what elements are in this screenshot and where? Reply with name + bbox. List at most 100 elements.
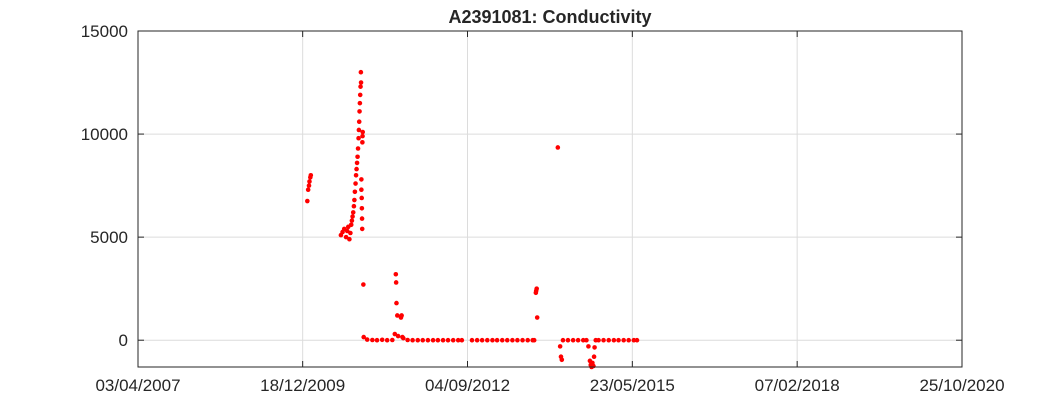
data-point	[356, 119, 362, 124]
data-point	[525, 337, 531, 343]
data-point	[601, 337, 606, 343]
data-point	[305, 198, 310, 204]
y-tick-label: 5000	[90, 228, 128, 247]
data-point	[390, 337, 395, 343]
data-point	[308, 172, 314, 178]
data-point	[370, 337, 375, 343]
data-point	[347, 236, 352, 242]
data-point	[351, 203, 357, 209]
data-point	[435, 337, 441, 343]
data-point	[490, 337, 495, 343]
data-point	[352, 189, 358, 195]
data-point	[591, 363, 596, 369]
data-point	[358, 84, 363, 89]
data-point	[384, 337, 390, 343]
data-point	[393, 280, 399, 285]
tick-labels: 03/04/2007 18/12/2009 04/09/2012 23/05/2015…	[81, 22, 1005, 395]
data-point	[306, 183, 312, 188]
data-point	[520, 337, 525, 343]
data-point	[631, 337, 637, 343]
data-point	[348, 222, 354, 228]
data-point	[425, 337, 431, 343]
data-point	[616, 337, 621, 343]
data-point	[359, 195, 365, 201]
x-tick-label: 03/04/2007	[95, 376, 180, 395]
data-point	[565, 337, 571, 343]
y-tick-label: 0	[119, 331, 128, 350]
data-point	[350, 210, 356, 215]
data-point	[353, 181, 358, 186]
data-point	[415, 337, 421, 343]
data-point	[455, 337, 461, 343]
data-point	[361, 282, 366, 287]
data-point	[379, 337, 385, 343]
data-point	[357, 100, 363, 106]
data-point	[394, 300, 399, 306]
data-point	[361, 334, 367, 340]
data-point	[479, 337, 485, 343]
data-point	[580, 337, 586, 343]
data-point	[575, 337, 581, 343]
x-tick-label: 04/09/2012	[425, 376, 510, 395]
data-point	[358, 69, 364, 75]
data-point	[430, 337, 436, 343]
data-point	[440, 337, 446, 343]
y-tick-label: 10000	[81, 125, 128, 144]
data-point	[405, 337, 410, 343]
data-point	[484, 337, 490, 343]
x-tick-label: 25/10/2020	[919, 376, 1004, 395]
data-point	[611, 337, 617, 343]
data-point	[499, 337, 505, 343]
data-point	[355, 146, 361, 151]
data-point	[357, 92, 363, 98]
data-point	[621, 337, 626, 343]
data-point	[374, 337, 380, 343]
data-point	[510, 337, 515, 343]
data-point	[410, 337, 415, 343]
data-point	[626, 337, 631, 343]
data-point	[534, 315, 540, 320]
data-point	[364, 337, 370, 342]
data-point	[343, 234, 349, 240]
data-point	[359, 177, 364, 182]
data-point	[531, 337, 537, 343]
data-point	[305, 187, 311, 193]
data-points	[305, 69, 640, 370]
x-tick-label: 07/02/2018	[755, 376, 840, 395]
data-point	[307, 179, 312, 184]
data-point	[592, 345, 597, 350]
x-tick-label: 23/05/2015	[590, 376, 675, 395]
data-point	[584, 337, 589, 343]
data-point	[555, 145, 561, 150]
x-tick-label: 18/12/2009	[260, 376, 345, 395]
data-point	[570, 337, 576, 343]
data-point	[395, 313, 400, 318]
data-point	[355, 154, 360, 160]
data-point	[359, 226, 365, 232]
data-point	[358, 80, 364, 85]
data-point	[474, 337, 480, 343]
data-point	[360, 140, 365, 145]
data-point	[356, 135, 361, 141]
data-point	[393, 271, 399, 277]
chart-title: A2391081: Conductivity	[448, 7, 651, 27]
data-point	[469, 337, 475, 343]
data-point	[349, 218, 355, 223]
grid-lines	[137, 30, 963, 367]
data-point	[350, 214, 355, 219]
data-point	[359, 187, 364, 193]
data-point	[357, 109, 362, 114]
data-point	[450, 337, 456, 343]
data-point	[560, 337, 566, 343]
data-point	[360, 133, 365, 139]
data-point	[606, 337, 612, 343]
data-point	[399, 313, 404, 318]
data-point	[586, 344, 591, 349]
data-point	[445, 337, 451, 343]
data-point	[354, 166, 359, 172]
data-point	[534, 286, 539, 291]
data-point	[348, 230, 353, 236]
data-point	[353, 172, 359, 178]
data-point	[557, 344, 563, 349]
